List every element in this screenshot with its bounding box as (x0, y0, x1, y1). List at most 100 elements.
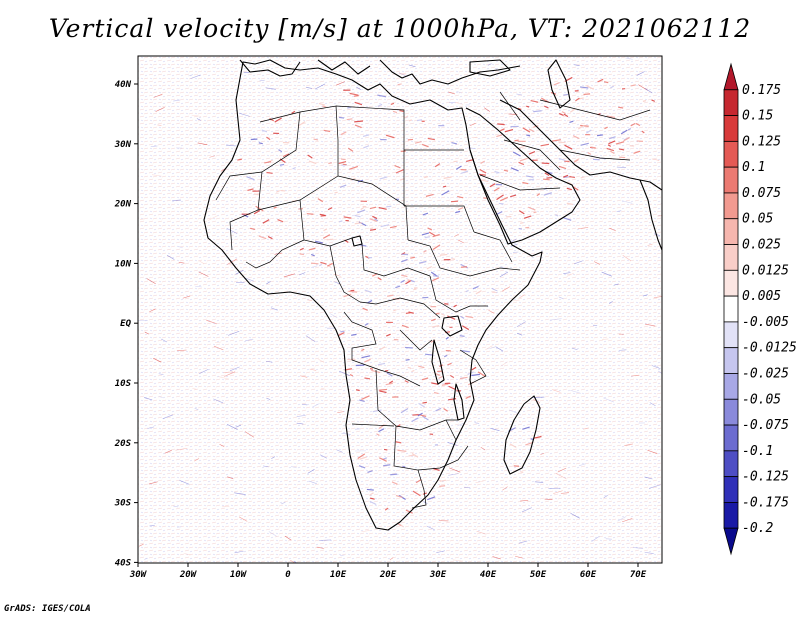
field-speckle (448, 385, 457, 391)
field-speckle (515, 555, 524, 559)
field-speckle (562, 216, 572, 221)
x-tick-label: 40E (480, 570, 497, 580)
field-speckle (453, 160, 458, 163)
field-speckle (390, 473, 398, 476)
field-speckle (528, 178, 535, 181)
colorbar-segment (723, 321, 739, 349)
lake-tanganyika-outline (431, 339, 445, 385)
field-speckle (422, 492, 427, 495)
field-speckle (577, 227, 589, 230)
field-speckle (338, 220, 343, 223)
field-speckle (178, 246, 183, 249)
field-speckle (497, 123, 505, 126)
field-speckle (526, 175, 534, 178)
field-speckle (275, 190, 280, 193)
field-speckle (395, 169, 404, 174)
colorbar-label: 0.125 (742, 134, 781, 149)
field-speckle (362, 134, 370, 138)
field-speckle (476, 530, 486, 535)
colorbar-label: -0.05 (742, 392, 781, 407)
field-speckle (496, 194, 504, 201)
field-speckle (448, 398, 457, 401)
field-speckle (153, 358, 162, 363)
field-speckle (516, 321, 526, 327)
field-speckle (299, 253, 305, 256)
field-speckle (502, 486, 508, 491)
y-axis: 40N 30N 20N 10N EQ 10S 20S 30S 40S (114, 80, 138, 568)
field-speckle (226, 228, 238, 234)
field-speckle (297, 121, 306, 127)
field-speckle (176, 526, 182, 528)
field-speckle (291, 110, 296, 114)
field-speckle (427, 496, 436, 501)
field-speckle (422, 143, 429, 148)
field-speckle (570, 108, 576, 113)
field-speckle (223, 371, 233, 374)
field-speckle (353, 95, 359, 97)
field-speckle (372, 215, 378, 220)
field-speckle (443, 408, 449, 412)
field-speckle (370, 497, 375, 500)
field-speckle (206, 320, 217, 324)
field-speckle (261, 129, 268, 133)
field-speckle (621, 518, 633, 523)
field-speckle (477, 371, 486, 377)
field-speckle (140, 218, 145, 220)
colorbar-segment (723, 424, 739, 452)
field-speckle (633, 150, 641, 154)
field-speckle (361, 348, 365, 352)
field-speckle (249, 227, 256, 231)
colorbar-segment (723, 502, 739, 529)
caspian-outline (547, 59, 571, 109)
field-speckle (271, 456, 276, 459)
field-speckle (438, 375, 443, 379)
field-speckle (349, 373, 354, 377)
field-speckle (435, 373, 441, 376)
field-speckle (258, 142, 263, 145)
field-speckle (342, 163, 347, 166)
field-speckle (411, 417, 419, 423)
field-speckle (654, 233, 661, 236)
field-speckle (283, 273, 295, 278)
field-speckle (522, 127, 531, 133)
field-speckle (554, 214, 559, 217)
field-speckle (361, 529, 370, 533)
field-speckle (262, 219, 270, 224)
field-speckle (544, 105, 549, 109)
field-speckle (558, 165, 567, 170)
field-speckle (226, 144, 236, 147)
field-speckle (569, 175, 576, 179)
field-speckle (385, 134, 395, 139)
field-speckle (322, 234, 331, 239)
field-speckle (456, 90, 462, 94)
field-speckle (407, 279, 411, 282)
field-speckle (426, 265, 433, 270)
field-speckle (586, 85, 595, 90)
field-speckle (354, 222, 362, 225)
field-speckle (426, 525, 435, 531)
field-speckle (617, 516, 627, 522)
plot-title: Vertical velocity [m/s] at 1000hPa, VT: … (48, 14, 752, 43)
x-tick-label: 0 (285, 570, 291, 580)
field-speckle (472, 285, 479, 290)
field-speckle (471, 366, 477, 371)
field-speckle (155, 107, 165, 112)
field-speckle (412, 490, 421, 497)
field-speckle (518, 161, 525, 166)
field-speckle (389, 557, 394, 561)
field-speckle (579, 86, 589, 89)
field-speckle (401, 258, 408, 263)
field-speckle (266, 281, 271, 285)
field-speckle (561, 111, 566, 115)
field-speckle (306, 86, 312, 89)
map-plot-area (138, 56, 662, 563)
field-speckle (623, 137, 630, 142)
field-speckle (604, 126, 608, 130)
field-speckle (544, 498, 553, 500)
field-speckle (427, 137, 435, 141)
field-speckle (410, 256, 416, 259)
field-speckle (400, 279, 405, 284)
field-speckle (290, 466, 297, 469)
field-speckle (549, 318, 562, 321)
arabia-coastline (465, 107, 581, 245)
